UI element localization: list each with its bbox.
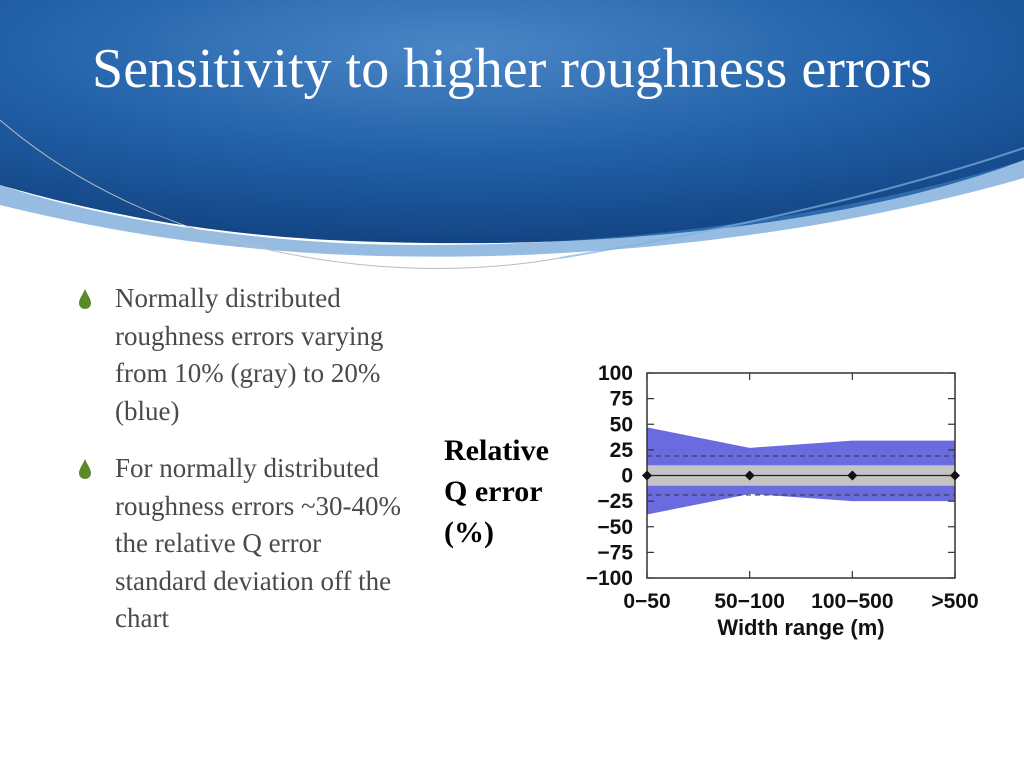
y-tick-label: −25 xyxy=(597,490,633,513)
mean-point xyxy=(642,470,652,481)
y-tick-label: 0 xyxy=(621,465,633,488)
x-tick-label: 0−50 xyxy=(623,590,670,613)
bullet-item: For normally distributed roughness error… xyxy=(78,450,418,638)
mean-point xyxy=(950,470,960,481)
slide-title: Sensitivity to higher roughness errors xyxy=(92,38,932,100)
mean-point xyxy=(847,470,858,481)
y-axis-label: Relative Q error (%) xyxy=(444,434,549,549)
y-tick-label: 50 xyxy=(610,413,633,436)
y-tick-label: −75 xyxy=(597,541,633,564)
header-background xyxy=(0,0,1024,269)
marker-layer xyxy=(642,470,960,481)
y-tick-label: 100 xyxy=(598,362,633,385)
x-tick-label: 50−100 xyxy=(714,590,785,613)
mean-point xyxy=(744,470,755,481)
x-tick-label: >500 xyxy=(931,590,978,613)
x-axis-title: Width range (m) xyxy=(717,615,884,640)
line-layer xyxy=(647,455,955,496)
y-tick-label: −50 xyxy=(597,516,633,539)
y-tick-label: 75 xyxy=(610,388,634,411)
band-layer xyxy=(647,427,955,515)
bullet-text: Normally distributed roughness errors va… xyxy=(115,283,384,426)
drop-icon xyxy=(79,289,91,309)
tick-layer xyxy=(646,372,956,579)
y-tick-label: 25 xyxy=(610,439,634,462)
y-tick-label: −100 xyxy=(586,567,633,590)
bullet-list: Normally distributed roughness errors va… xyxy=(78,280,418,658)
bullet-item: Normally distributed roughness errors va… xyxy=(78,280,418,430)
drop-icon xyxy=(79,459,91,479)
bullet-text: For normally distributed roughness error… xyxy=(115,453,402,633)
x-tick-label: 100−500 xyxy=(811,590,893,613)
